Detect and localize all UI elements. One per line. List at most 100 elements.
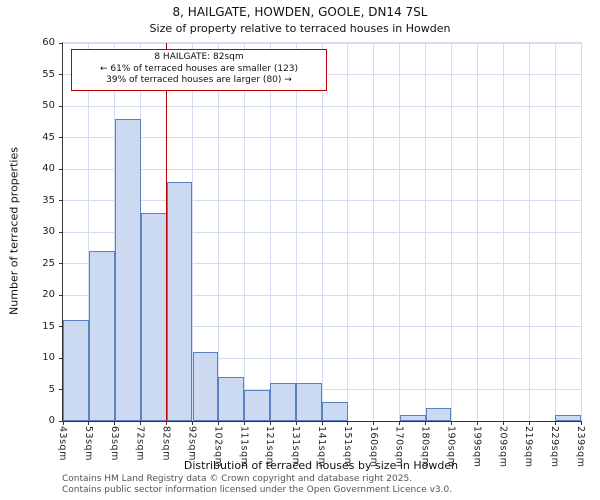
x-tick-mark	[399, 421, 401, 425]
x-tick-mark	[528, 421, 530, 425]
histogram-bar	[192, 351, 219, 421]
y-tick-mark	[59, 74, 63, 75]
x-tick-label: 219sqm	[523, 426, 535, 468]
footer-attribution-line1: Contains HM Land Registry data © Crown c…	[62, 474, 413, 484]
chart-title: 8, HAILGATE, HOWDEN, GOOLE, DN14 7SL	[172, 5, 428, 19]
x-tick-mark	[580, 421, 582, 425]
histogram-bar	[270, 383, 297, 421]
histogram-bar	[425, 408, 452, 421]
histogram-bar	[114, 118, 141, 421]
y-tick-mark	[59, 263, 63, 264]
x-tick-mark	[347, 421, 349, 425]
gridline-vertical	[580, 43, 582, 421]
x-tick-mark	[476, 421, 478, 425]
y-tick-mark	[59, 420, 63, 422]
plot-area: 8 HAILGATE: 82sqm ← 61% of terraced hous…	[42, 37, 586, 467]
gridline-vertical	[502, 43, 504, 421]
y-tick-label: 50	[42, 100, 55, 111]
x-tick-label: 199sqm	[471, 426, 483, 468]
y-tick-label: 40	[42, 163, 55, 174]
x-tick-label: 190sqm	[445, 426, 457, 468]
gridline-vertical	[476, 43, 478, 421]
histogram-bar	[218, 376, 245, 421]
histogram-bar	[296, 383, 322, 421]
x-tick-mark	[502, 421, 504, 425]
gridline-vertical	[217, 43, 219, 421]
x-tick-mark	[140, 421, 142, 425]
gridline-vertical	[425, 43, 427, 421]
x-tick-label: 111sqm	[238, 426, 250, 468]
property-annotation-box: 8 HAILGATE: 82sqm ← 61% of terraced hous…	[71, 49, 327, 92]
x-tick-label: 92sqm	[186, 426, 198, 461]
histogram-bar	[63, 320, 89, 421]
y-tick-label: 0	[48, 415, 55, 426]
y-tick-mark	[59, 231, 63, 233]
x-tick-label: 63sqm	[108, 426, 120, 461]
y-tick-label: 45	[42, 131, 55, 143]
x-tick-mark	[451, 421, 452, 425]
histogram-bar	[399, 414, 426, 421]
y-tick-label: 30	[42, 226, 55, 237]
y-tick-mark	[59, 168, 63, 170]
gridline-vertical	[88, 43, 90, 421]
gridline-vertical	[321, 43, 323, 421]
x-tick-mark	[269, 421, 271, 425]
annotation-larger-stat: 39% of terraced houses are larger (80) →	[106, 75, 292, 86]
histogram-bar	[322, 402, 348, 421]
x-tick-label: 209sqm	[497, 426, 509, 468]
histogram-bar	[88, 250, 115, 421]
gridline-vertical	[554, 43, 556, 421]
x-tick-mark	[192, 421, 193, 425]
histogram-bar	[555, 414, 581, 421]
y-tick-label: 60	[42, 37, 55, 48]
y-tick-mark	[59, 42, 63, 44]
x-tick-mark	[88, 421, 90, 425]
gridline-vertical	[347, 43, 349, 421]
x-tick-mark	[295, 421, 297, 425]
gridline-vertical	[399, 43, 401, 421]
y-tick-label: 55	[42, 68, 55, 80]
y-tick-label: 5	[48, 383, 55, 395]
y-tick-mark	[59, 326, 63, 327]
y-tick-mark	[59, 105, 63, 107]
x-axis-label: Distribution of terraced houses by size …	[183, 459, 459, 472]
annotation-smaller-stat: ← 61% of terraced houses are smaller (12…	[99, 63, 299, 74]
y-tick-mark	[59, 137, 63, 138]
x-tick-label: 121sqm	[264, 426, 276, 468]
x-tick-label: 229sqm	[549, 426, 561, 468]
gridline-vertical	[528, 43, 530, 421]
x-tick-label: 239sqm	[575, 426, 586, 468]
x-tick-label: 141sqm	[316, 426, 327, 468]
gridline-vertical	[269, 43, 271, 421]
histogram-bar	[166, 181, 193, 421]
x-tick-label: 43sqm	[57, 426, 68, 461]
y-tick-label: 20	[42, 289, 55, 300]
x-tick-mark	[321, 421, 323, 425]
gridline-vertical	[192, 43, 193, 421]
footer-attribution-line2: Contains public sector information licen…	[62, 485, 453, 495]
gridline-vertical	[243, 43, 245, 421]
gridline-vertical	[373, 43, 375, 421]
annotation-property-label: 8 HAILGATE: 82sqm	[154, 52, 244, 62]
x-tick-label: 151sqm	[341, 426, 353, 468]
x-tick-mark	[166, 421, 168, 425]
x-tick-label: 102sqm	[212, 426, 224, 468]
histogram-bar	[244, 389, 271, 421]
y-tick-label: 10	[42, 352, 55, 363]
x-tick-mark	[243, 421, 245, 425]
x-tick-label: 82sqm	[160, 426, 172, 461]
property-size-marker-line	[165, 43, 168, 421]
x-tick-label: 170sqm	[393, 426, 405, 468]
y-tick-mark	[59, 389, 63, 390]
y-tick-label: 25	[42, 257, 55, 269]
gridline-vertical	[295, 43, 297, 421]
x-tick-mark	[373, 421, 375, 425]
histogram-bar	[140, 213, 167, 421]
y-tick-mark	[59, 357, 63, 359]
x-tick-mark	[217, 421, 219, 425]
y-tick-mark	[59, 294, 63, 296]
x-tick-label: 180sqm	[419, 426, 431, 468]
gridline-vertical	[451, 43, 452, 421]
x-tick-mark	[554, 421, 556, 425]
